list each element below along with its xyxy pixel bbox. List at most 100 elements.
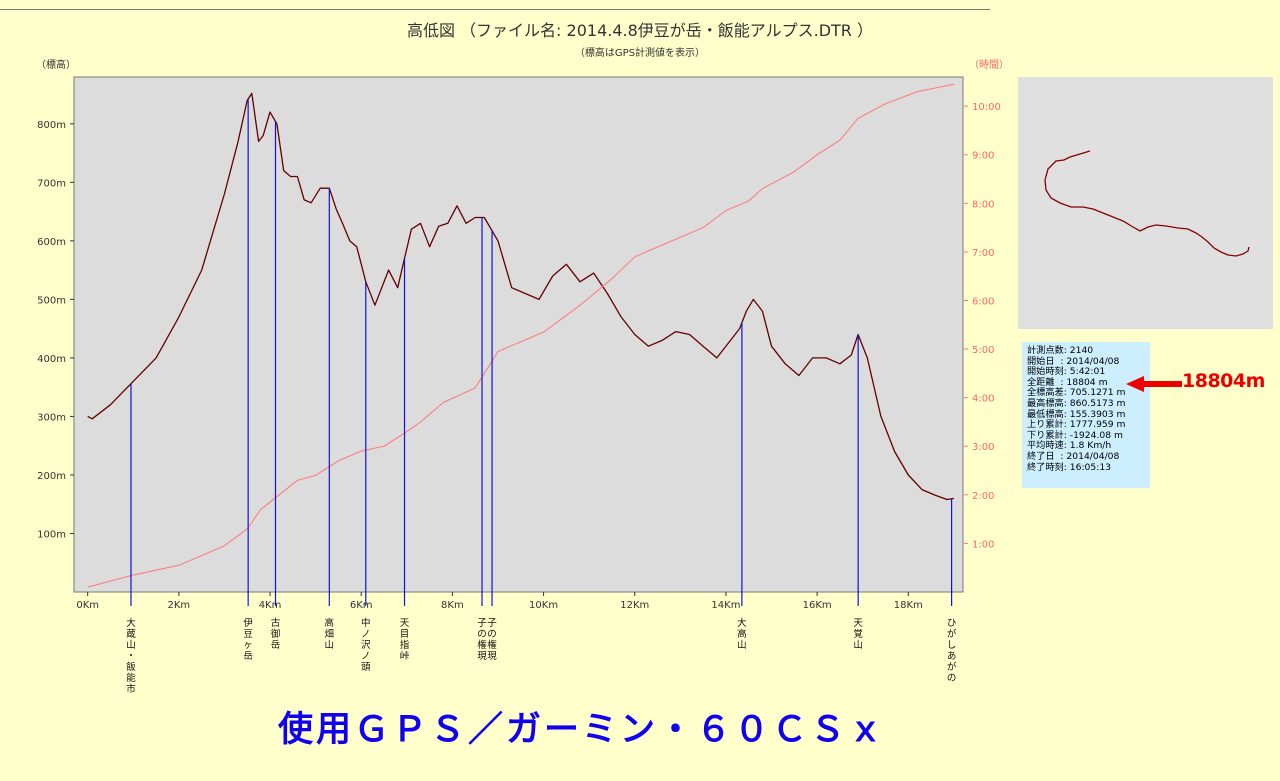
waypoint-label-char: 山: [737, 640, 747, 651]
y-right-tick-label: 10:00: [972, 102, 1001, 113]
x-tick-label: 10Km: [529, 600, 558, 611]
x-tick-label: 4Km: [259, 600, 282, 611]
waypoint-label-char: 天: [853, 618, 863, 629]
stat-line: 全標高差: 705.1271 m: [1027, 387, 1126, 399]
stat-line: 全距離 : 18804 m: [1027, 376, 1108, 388]
waypoint-label-char: 頭: [361, 662, 371, 673]
waypoint-label-char: の: [947, 673, 957, 684]
waypoint-label-char: 高: [325, 617, 335, 629]
y-right-tick-label: 3:00: [972, 442, 994, 453]
y-right-tick-label: 1:00: [972, 539, 994, 550]
waypoint-label-char: 子: [487, 618, 497, 629]
y-right-tick-label: 6:00: [972, 296, 994, 307]
chart-title: 高低図 （ファイル名: 2014.4.8伊豆が岳・飯能アルプス.DTR ）: [407, 21, 873, 40]
waypoint-label-char: 豆: [243, 629, 253, 640]
waypoint-label-char: 市: [126, 683, 136, 695]
y-left-tick-label: 700m: [37, 178, 66, 189]
waypoint-label-char: 沢: [361, 639, 371, 651]
y-right-axis-label: （時間）: [969, 59, 1009, 71]
waypoint-label-char: が: [947, 628, 957, 640]
y-left-tick-label: 400m: [37, 354, 66, 365]
waypoint-label-char: 山: [853, 640, 863, 651]
y-right-tick-label: 5:00: [972, 345, 994, 356]
waypoint-label-char: 飯: [126, 661, 136, 673]
waypoint-label-char: 岳: [271, 639, 281, 651]
distance-callout: 18804m: [1182, 370, 1265, 392]
waypoint-label-char: 高: [737, 628, 747, 640]
x-tick-label: 16Km: [803, 600, 832, 611]
y-left-tick-label: 100m: [37, 529, 66, 540]
waypoint-label-char: 御: [271, 628, 281, 640]
waypoint-label-char: 大: [126, 617, 136, 629]
stat-line: 終了日 : 2014/04/08: [1027, 450, 1120, 462]
y-left-tick-label: 200m: [37, 471, 66, 482]
x-tick-label: 8Km: [441, 600, 464, 611]
y-left-axis-label: （標高）: [36, 58, 76, 71]
waypoint-label-char: が: [947, 661, 957, 673]
y-left-tick-label: 500m: [37, 295, 66, 306]
x-tick-label: 6Km: [350, 600, 373, 611]
y-left-tick-label: 300m: [37, 412, 66, 423]
waypoint-label-char: 能: [126, 672, 136, 684]
waypoint-label-char: 岳: [243, 650, 253, 662]
waypoint-label-char: 指: [400, 639, 410, 651]
y-right-tick-label: 8:00: [972, 199, 994, 210]
y-right-tick-label: 9:00: [972, 151, 994, 162]
waypoint-label-char: 現: [487, 651, 497, 662]
waypoint-label-char: 権: [477, 639, 487, 651]
waypoint-label-char: 天: [400, 618, 410, 629]
stat-line: 上り累計: 1777.959 m: [1027, 419, 1126, 431]
waypoint-label-char: 大: [737, 617, 747, 629]
x-tick-label: 18Km: [894, 600, 923, 611]
waypoint-label-char: 蔵: [126, 628, 136, 640]
y-right-tick-label: 4:00: [972, 394, 994, 405]
track-path-svg: [1044, 150, 1250, 257]
stat-line: 開始日 : 2014/04/08: [1027, 355, 1120, 367]
chart-subtitle: （標高はGPS計測値を表示）: [575, 46, 705, 59]
y-left-tick-label: 600m: [37, 237, 66, 248]
waypoint-label-char: 古: [271, 617, 281, 629]
plot-area: [73, 76, 964, 593]
waypoint-label-char: ノ: [361, 651, 371, 662]
y-left-tick-label: 800m: [37, 120, 66, 131]
stat-line: 終了時刻: 16:05:13: [1027, 461, 1112, 473]
track-path: [1044, 150, 1250, 257]
waypoint-label-char: 権: [487, 639, 497, 651]
stats-panel: 計測点数: 2140 開始日 : 2014/04/08 開始時刻: 5:42:01 全…: [1022, 342, 1150, 488]
waypoint-label-char: 覚: [853, 628, 863, 640]
waypoint-label-char: の: [487, 629, 497, 640]
waypoint-label-char: 目: [400, 629, 410, 640]
waypoint-label-char: 山: [126, 640, 136, 651]
stat-line: 平均時速: 1.8 Km/h: [1027, 440, 1112, 452]
waypoint-label-char: 山: [325, 640, 335, 651]
waypoint-label-char: 峠: [400, 650, 410, 662]
waypoint-label-char: し: [947, 640, 957, 651]
stat-line: 下り累計: -1924.08 m: [1027, 429, 1123, 441]
gps-caption: 使用ＧＰＳ／ガーミン・６０ＣＳｘ: [278, 710, 887, 750]
waypoint-label-char: ノ: [361, 629, 371, 640]
waypoint-label-char: 伊: [243, 617, 253, 629]
y-right-tick-label: 7:00: [972, 248, 994, 259]
waypoint-label-char: ひ: [947, 618, 957, 629]
waypoint-label-char: の: [477, 629, 487, 640]
y-right-tick-label: 2:00: [972, 491, 994, 502]
x-tick-label: 12Km: [620, 600, 649, 611]
x-tick-label: 2Km: [168, 600, 191, 611]
waypoint-label-char: 畑: [325, 628, 335, 640]
arrow-left-icon: [1126, 376, 1182, 392]
x-tick-label: 14Km: [711, 600, 740, 611]
stat-line: 最高標高: 860.5173 m: [1027, 397, 1126, 409]
waypoint-label-char: あ: [947, 651, 957, 662]
stat-line: 開始時刻: 5:42:01: [1027, 366, 1106, 378]
time-series-line: [87, 83, 954, 588]
elevation-chart: 高低図 （ファイル名: 2014.4.8伊豆が岳・飯能アルプス.DTR ） （標高…: [36, 21, 1009, 695]
top-rule: [0, 9, 990, 10]
waypoint-label-char: ヶ: [243, 640, 253, 651]
stat-line: 最低標高: 155.3903 m: [1027, 408, 1126, 420]
waypoint-label-char: 現: [477, 651, 487, 662]
waypoint-label-char: ・: [126, 651, 136, 662]
track-overview-map: [1018, 77, 1273, 329]
stat-line: 計測点数: 2140: [1027, 345, 1094, 356]
waypoint-label-char: 子: [477, 618, 487, 629]
elevation-series-line: [87, 92, 955, 501]
